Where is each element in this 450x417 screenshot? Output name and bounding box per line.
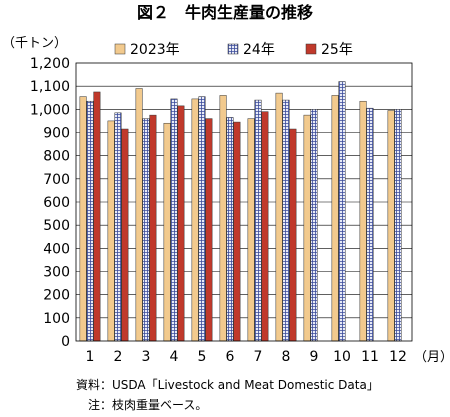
x-axis-unit: （月） bbox=[414, 350, 450, 365]
bar bbox=[79, 96, 87, 342]
gridlines bbox=[76, 85, 412, 319]
y-tick-label: 100 bbox=[43, 311, 70, 327]
bar bbox=[205, 118, 213, 342]
y-axis-unit: （千トン） bbox=[2, 36, 67, 51]
bar bbox=[107, 120, 115, 342]
y-tick-label: 300 bbox=[43, 265, 70, 281]
bar bbox=[163, 122, 171, 342]
bar bbox=[219, 95, 227, 342]
y-tick-label: 1,000 bbox=[30, 102, 70, 118]
bar bbox=[331, 95, 339, 342]
legend-swatch bbox=[227, 43, 239, 55]
bar bbox=[149, 114, 157, 342]
x-tick-label: 4 bbox=[170, 349, 179, 365]
y-tick-label: 1,200 bbox=[30, 56, 70, 72]
x-tick-label: 3 bbox=[142, 349, 151, 365]
y-tick-label: 700 bbox=[43, 172, 70, 188]
y-tick-label: 500 bbox=[43, 218, 70, 234]
bar bbox=[254, 99, 262, 342]
bar bbox=[310, 109, 318, 342]
legend-label: 24年 bbox=[243, 42, 275, 58]
x-tick-label: 9 bbox=[310, 349, 319, 365]
y-tick-label: 200 bbox=[43, 288, 70, 304]
bar bbox=[142, 118, 150, 342]
legend-swatch bbox=[114, 43, 126, 55]
bars bbox=[79, 81, 402, 342]
bar bbox=[93, 91, 101, 342]
bar bbox=[86, 100, 94, 342]
bar bbox=[121, 128, 129, 342]
x-tick-label: 10 bbox=[333, 349, 351, 365]
bar bbox=[275, 92, 283, 342]
bar bbox=[233, 121, 241, 342]
bar bbox=[135, 88, 143, 342]
bar bbox=[198, 96, 206, 342]
x-tick-label: 2 bbox=[114, 349, 123, 365]
bar bbox=[394, 109, 402, 342]
source-note: 資料：USDA「Livestock and Meat Domestic Data… bbox=[76, 378, 379, 392]
bar bbox=[247, 118, 255, 342]
legend: 2023年 24年 25年 bbox=[114, 42, 353, 58]
bar bbox=[303, 114, 311, 342]
bar bbox=[170, 98, 178, 342]
bar bbox=[226, 117, 234, 342]
footnote: 注：枝肉重量ベース。 bbox=[88, 397, 207, 412]
y-tick-label: 0 bbox=[61, 334, 70, 350]
x-tick-labels: 1 2 3 4 5 6 7 8 9 10 11 12 bbox=[86, 349, 407, 365]
x-tick-label: 7 bbox=[254, 349, 263, 365]
bar bbox=[191, 98, 199, 342]
y-tick-label: 400 bbox=[43, 241, 70, 257]
y-tick-labels: 0 100 200 300 400 500 600 700 800 900 1,000 1,100 1,… bbox=[30, 56, 70, 350]
x-tick-label: 5 bbox=[198, 349, 207, 365]
y-tick-label: 600 bbox=[43, 195, 70, 211]
bar bbox=[261, 111, 269, 342]
y-tick-label: 800 bbox=[43, 149, 70, 165]
legend-label: 2023年 bbox=[130, 42, 180, 58]
bar bbox=[289, 128, 297, 342]
x-tick-label: 8 bbox=[282, 349, 291, 365]
x-tick-label: 12 bbox=[389, 349, 407, 365]
bar bbox=[177, 105, 185, 342]
bar bbox=[387, 110, 395, 342]
bar bbox=[114, 112, 122, 342]
chart-title: 図２ 牛肉生産量の推移 bbox=[137, 3, 313, 22]
legend-label: 25年 bbox=[321, 42, 353, 58]
x-tick-label: 11 bbox=[361, 349, 379, 365]
bar bbox=[282, 99, 290, 342]
x-tick-label: 6 bbox=[226, 349, 235, 365]
bar bbox=[338, 81, 346, 342]
bar bbox=[359, 100, 367, 342]
legend-swatch bbox=[305, 43, 317, 55]
bar bbox=[366, 107, 374, 342]
plot-frame bbox=[75, 62, 413, 342]
axes bbox=[75, 62, 413, 342]
y-tick-label: 1,100 bbox=[30, 79, 70, 95]
y-tick-label: 900 bbox=[43, 126, 70, 142]
x-tick-label: 1 bbox=[86, 349, 95, 365]
